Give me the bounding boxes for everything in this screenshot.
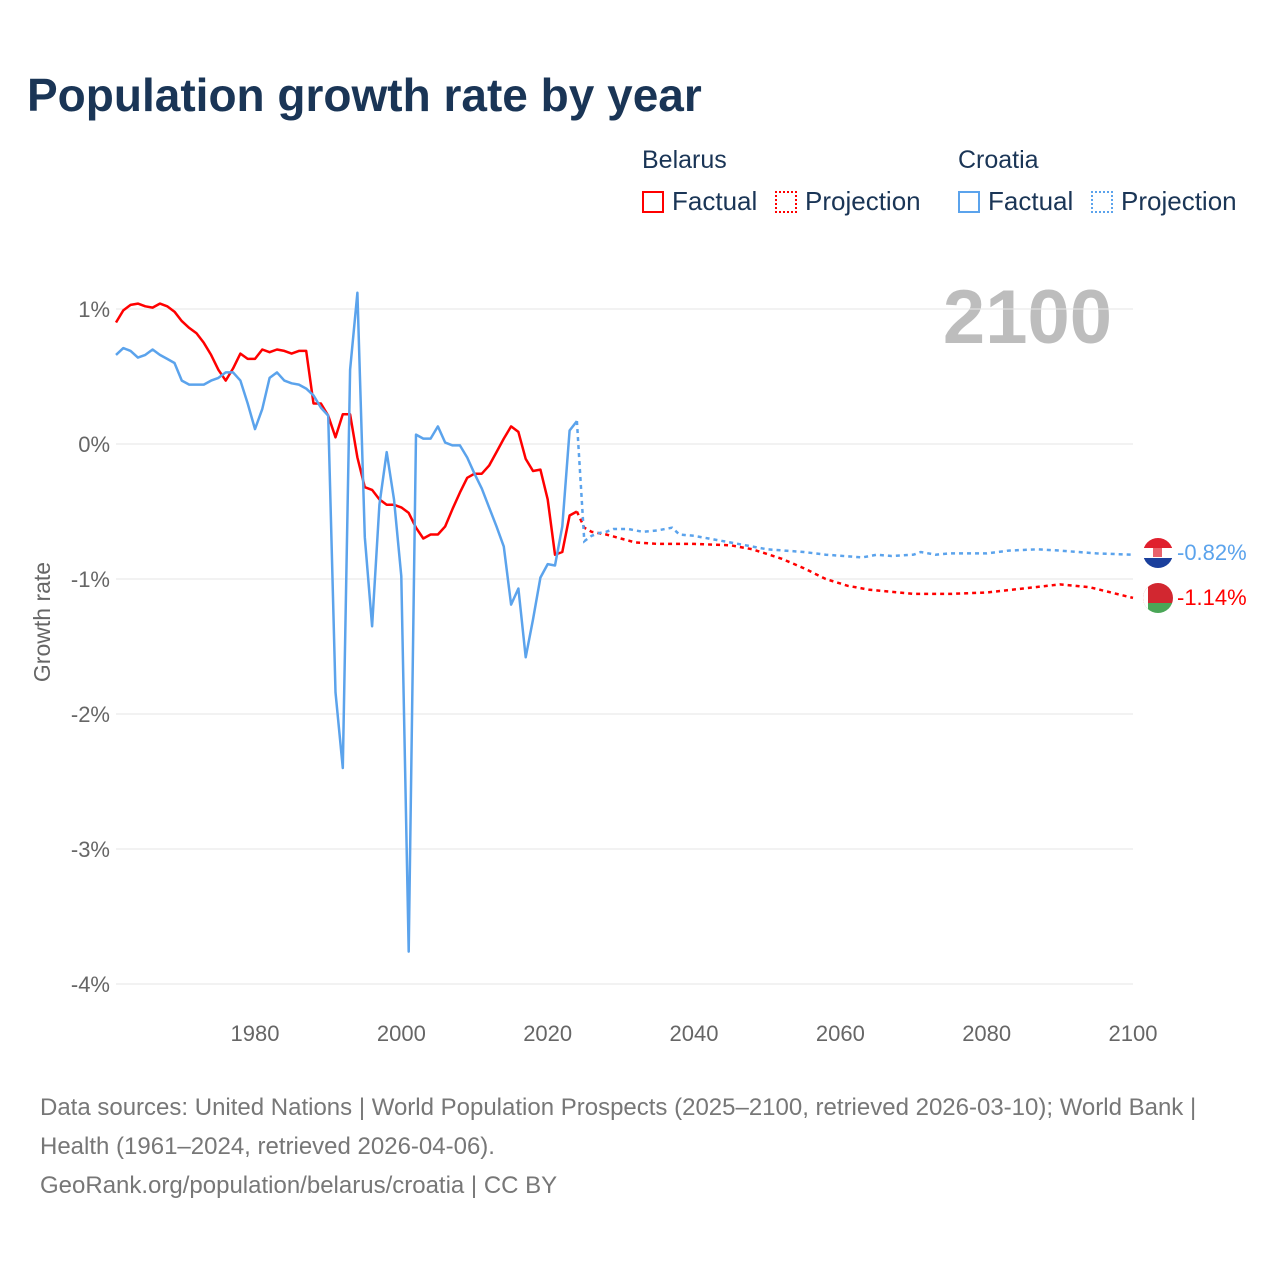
legend-group-croatia: Croatia	[958, 146, 1039, 174]
y-axis-label: Growth rate	[29, 562, 55, 682]
footer: Data sources: United Nations | World Pop…	[40, 1088, 1240, 1205]
legend-label: Factual	[988, 186, 1074, 216]
chart-title: Population growth rate by year	[27, 69, 702, 121]
croatia-projection-line	[575, 421, 1134, 559]
x-tick-label: 2060	[816, 1021, 865, 1046]
legend-label: Factual	[672, 186, 758, 216]
x-tick-label: 1980	[231, 1021, 280, 1046]
x-tick-label: 2020	[523, 1021, 572, 1046]
swatch-solid-icon	[958, 190, 980, 213]
y-tick-label: -1%	[71, 567, 110, 592]
croatia-factual-line	[115, 291, 578, 953]
croatia-end-label: -0.82%	[1177, 540, 1247, 565]
belarus-end-label: -1.14%	[1177, 585, 1247, 610]
swatch-dotted-icon	[775, 190, 797, 213]
swatch-solid-icon	[642, 190, 664, 213]
x-tick-label: 2100	[1109, 1021, 1158, 1046]
y-tick-label: 0%	[78, 432, 110, 457]
y-tick-label: -4%	[71, 972, 110, 997]
belarus-flag-icon	[1143, 583, 1173, 613]
x-tick-label: 2080	[962, 1021, 1011, 1046]
legend-group-belarus: Belarus	[642, 146, 727, 174]
y-tick-label: -2%	[71, 702, 110, 727]
legend-belarus-factual[interactable]: Factual	[642, 186, 757, 217]
y-tick-label: 1%	[78, 297, 110, 322]
x-tick-label: 2000	[377, 1021, 426, 1046]
belarus-projection-line	[575, 510, 1134, 600]
y-tick-label: -3%	[71, 837, 110, 862]
x-tick-label: 2040	[670, 1021, 719, 1046]
year-watermark: 2100	[943, 275, 1112, 360]
legend-croatia-projection[interactable]: Projection	[1091, 186, 1237, 217]
legend-label: Projection	[805, 186, 921, 216]
legend-label: Projection	[1121, 186, 1237, 216]
croatia-flag-icon	[1143, 538, 1173, 568]
chart-area: 2100 Growth rate 1% 0% -1% -2% -3% -4% 1980 200…	[29, 275, 1247, 1046]
legend-belarus-projection[interactable]: Projection	[775, 186, 921, 217]
credit-link[interactable]: GeoRank.org/population/belarus/croatia |…	[40, 1172, 558, 1199]
legend-croatia-factual[interactable]: Factual	[958, 186, 1073, 217]
data-sources: Data sources: United Nations | World Pop…	[40, 1094, 1197, 1160]
belarus-factual-line	[114, 302, 578, 556]
swatch-dotted-icon	[1091, 190, 1113, 213]
